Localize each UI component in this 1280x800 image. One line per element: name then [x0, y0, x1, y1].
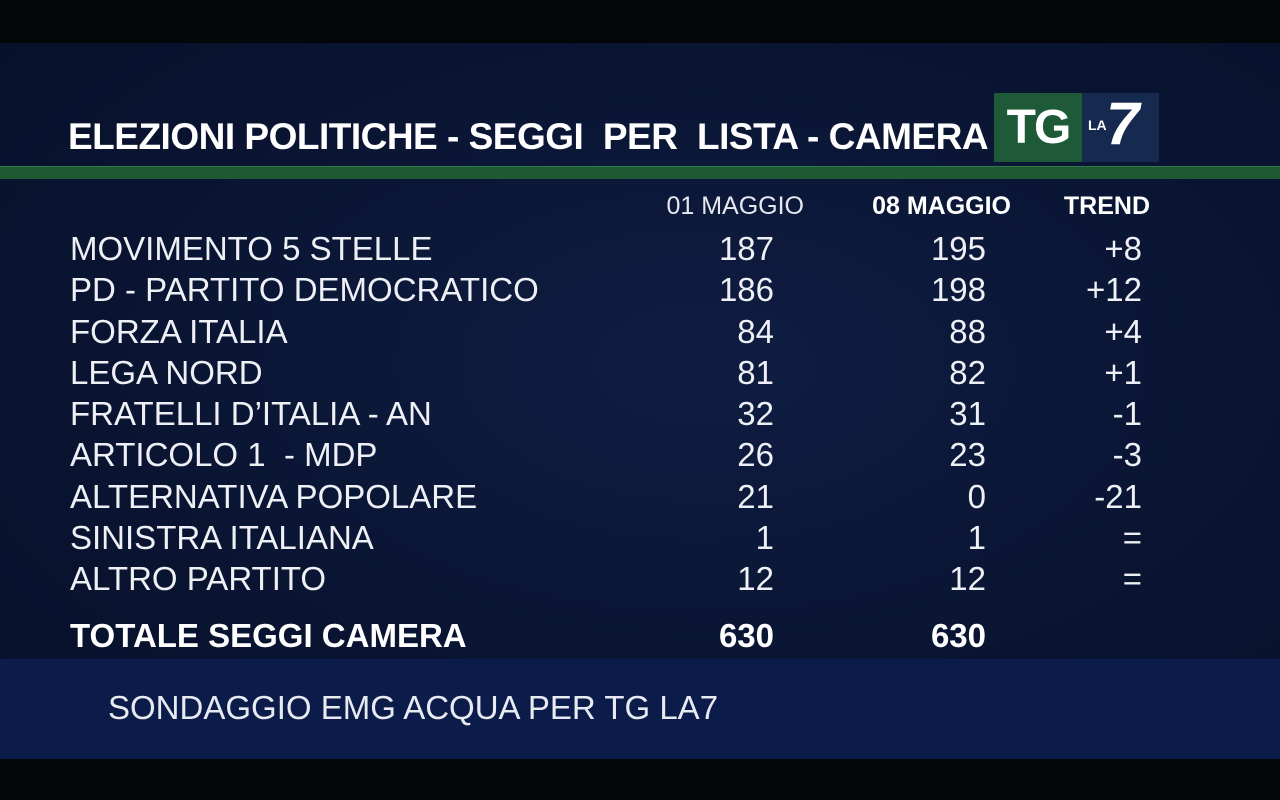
graphic-background	[0, 43, 1280, 759]
logo-la: LA	[1088, 117, 1107, 133]
seats-date1: 81	[737, 353, 774, 391]
seats-date2: 23	[949, 436, 986, 474]
logo-tg: TG	[994, 93, 1082, 162]
seats-date1: 186	[718, 271, 774, 309]
page-title: ELEZIONI POLITICHE - SEGGI PER LISTA - C…	[68, 116, 989, 157]
trend-value: +12	[1086, 271, 1142, 309]
seats-date1: 12	[737, 560, 774, 598]
party-name: ARTICOLO 1 - MDP	[70, 436, 378, 474]
seats-date1: 187	[718, 230, 774, 267]
header-divider	[0, 166, 1280, 179]
table-row: FRATELLI D’ITALIA - AN 32 31 -1	[0, 393, 1280, 434]
logo-7: 7	[1106, 90, 1140, 157]
seats-date2: 82	[949, 353, 986, 391]
seats-date1: 1	[755, 519, 774, 557]
party-name: MOVIMENTO 5 STELLE	[70, 230, 433, 267]
seats-date2: 88	[949, 312, 986, 350]
trend-value: +4	[1104, 312, 1142, 350]
table-row: SINISTRA ITALIANA 1 1 =	[0, 517, 1280, 558]
trend-value: -3	[1112, 436, 1142, 474]
trend-value: +8	[1104, 230, 1142, 267]
trend-value: +1	[1104, 353, 1142, 391]
seats-date1: 21	[737, 477, 774, 515]
column-header-date2: 08 MAGGIO	[872, 192, 1011, 220]
table-row: PD - PARTITO DEMOCRATICO 186 198 +12	[0, 269, 1280, 310]
source-text: SONDAGGIO EMG ACQUA PER TG LA7	[108, 689, 719, 726]
total-date1: 630	[718, 617, 774, 654]
party-name: LEGA NORD	[70, 353, 263, 391]
seats-date2: 12	[949, 560, 986, 598]
total-label: TOTALE SEGGI CAMERA	[70, 617, 467, 654]
source-footer: SONDAGGIO EMG ACQUA PER TG LA7	[0, 659, 1280, 759]
table-row: FORZA ITALIA 84 88 +4	[0, 311, 1280, 352]
seats-table: MOVIMENTO 5 STELLE 187 195 +8 PD - PARTI…	[0, 228, 1280, 600]
table-row: LEGA NORD 81 82 +1	[0, 352, 1280, 393]
trend-value: -21	[1094, 477, 1142, 515]
total-date2: 630	[930, 617, 986, 654]
party-name: ALTERNATIVA POPOLARE	[70, 477, 478, 515]
seats-date2: 31	[949, 395, 986, 433]
table-row: ALTERNATIVA POPOLARE 21 0 -21	[0, 476, 1280, 517]
logo-la7-block: LA 7	[1082, 90, 1159, 162]
party-name: SINISTRA ITALIANA	[70, 519, 374, 557]
seats-date2: 198	[930, 271, 986, 309]
trend-value: -1	[1112, 395, 1142, 433]
party-name: ALTRO PARTITO	[70, 560, 327, 598]
total-row: TOTALE SEGGI CAMERA 630 630	[0, 617, 1280, 657]
seats-date1: 26	[737, 436, 774, 474]
seats-date1: 32	[737, 395, 774, 433]
table-row: ARTICOLO 1 - MDP 26 23 -3	[0, 434, 1280, 475]
seats-date2: 0	[967, 477, 986, 515]
seats-date2: 195	[930, 230, 986, 267]
table-row: MOVIMENTO 5 STELLE 187 195 +8	[0, 228, 1280, 269]
column-header-trend: TREND	[1063, 192, 1150, 220]
tg-la7-logo: TG LA 7	[994, 90, 1159, 162]
party-name: PD - PARTITO DEMOCRATICO	[70, 271, 539, 309]
trend-value: =	[1122, 560, 1142, 598]
party-name: FORZA ITALIA	[70, 312, 288, 350]
trend-value: =	[1122, 519, 1142, 557]
seats-date2: 1	[967, 519, 986, 557]
party-name: FRATELLI D’ITALIA - AN	[70, 395, 432, 433]
column-header-date1: 01 MAGGIO	[666, 192, 804, 220]
table-row: ALTRO PARTITO 12 12 =	[0, 558, 1280, 599]
seats-date1: 84	[737, 312, 774, 350]
